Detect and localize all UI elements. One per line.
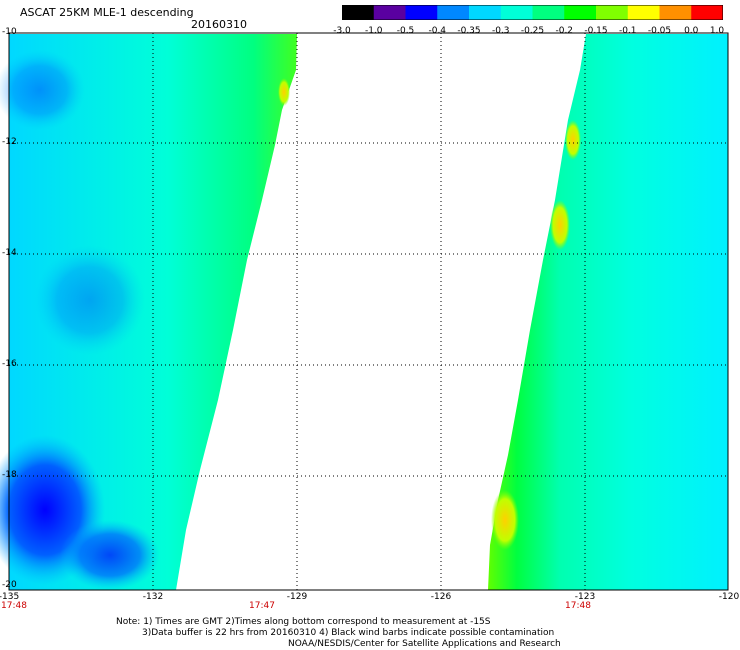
high-value-region (550, 200, 570, 250)
colorbar-tick-label: -1.0 (364, 26, 383, 36)
lon-label: -135 (0, 592, 20, 602)
colorbar-segment (500, 5, 533, 20)
low-value-region (35, 245, 145, 355)
colorbar (342, 5, 723, 20)
colorbar-segment (564, 5, 597, 20)
high-value-region (278, 78, 290, 106)
colorbar-segment (437, 5, 470, 20)
lat-label: -20 (2, 580, 17, 590)
lat-label: -16 (2, 359, 17, 369)
lat-label: -14 (2, 248, 17, 258)
colorbar-tick-label: 0.0 (684, 26, 699, 36)
colorbar-tick-label: -0.25 (520, 26, 545, 36)
lat-label: -10 (2, 27, 17, 37)
colorbar-segment (596, 5, 629, 20)
lat-label: -18 (2, 470, 17, 480)
high-value-region (491, 490, 519, 550)
colorbar-tick-label: -0.5 (396, 26, 415, 36)
colorbar-tick-label: -0.3 (491, 26, 510, 36)
low-value-region (0, 50, 85, 130)
colorbar-tick-label: -0.15 (584, 26, 608, 36)
lon-label: -129 (286, 592, 308, 602)
high-value-region (565, 120, 581, 160)
note-line-1: Note: 1) Times are GMT 2)Times along bot… (116, 617, 491, 627)
colorbar-segment (342, 5, 375, 20)
note-line-2: 3)Data buffer is 22 hrs from 20160310 4)… (142, 628, 555, 638)
colorbar-tick-label: 1.0 (709, 26, 725, 36)
right-swath (488, 34, 728, 590)
colorbar-tick-label: -0.2 (555, 26, 574, 36)
colorbar-segment (627, 5, 660, 20)
lon-label: -123 (574, 592, 596, 602)
time-label: 17:47 (249, 601, 275, 611)
colorbar-segment (659, 5, 692, 20)
low-value-region (60, 520, 160, 590)
colorbar-segment (405, 5, 438, 20)
product-date: 20160310 (191, 18, 247, 31)
product-title: ASCAT 25KM MLE-1 descending (20, 6, 194, 19)
colorbar-tick-label: -0.4 (428, 26, 447, 36)
colorbar-segment (373, 5, 406, 20)
map-frame (8, 32, 729, 591)
lat-label: -12 (2, 137, 17, 147)
colorbar-tick-label: -3.0 (333, 26, 351, 36)
colorbar-segment (532, 5, 565, 20)
colorbar-segment (469, 5, 502, 20)
lon-label: -120 (718, 592, 740, 602)
colorbar-tick-label: -0.1 (618, 26, 637, 36)
colorbar-segment (691, 5, 723, 20)
time-label: 17:48 (565, 601, 591, 611)
colorbar-tick-label: -0.05 (647, 26, 672, 36)
colorbar-tick-label: -0.35 (457, 26, 481, 36)
lon-label: -126 (430, 592, 452, 602)
note-line-3: NOAA/NESDIS/Center for Satellite Applica… (288, 639, 561, 649)
graticule (9, 33, 728, 590)
lon-label: -132 (142, 592, 164, 602)
time-label: 17:48 (1, 601, 27, 611)
